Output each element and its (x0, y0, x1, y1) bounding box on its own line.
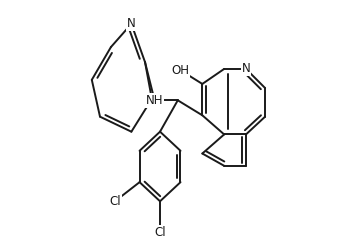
Text: Cl: Cl (154, 226, 166, 239)
Text: NH: NH (146, 94, 163, 107)
Text: Cl: Cl (109, 195, 121, 208)
Text: N: N (242, 62, 251, 75)
Text: N: N (127, 17, 136, 30)
Text: OH: OH (171, 64, 190, 77)
